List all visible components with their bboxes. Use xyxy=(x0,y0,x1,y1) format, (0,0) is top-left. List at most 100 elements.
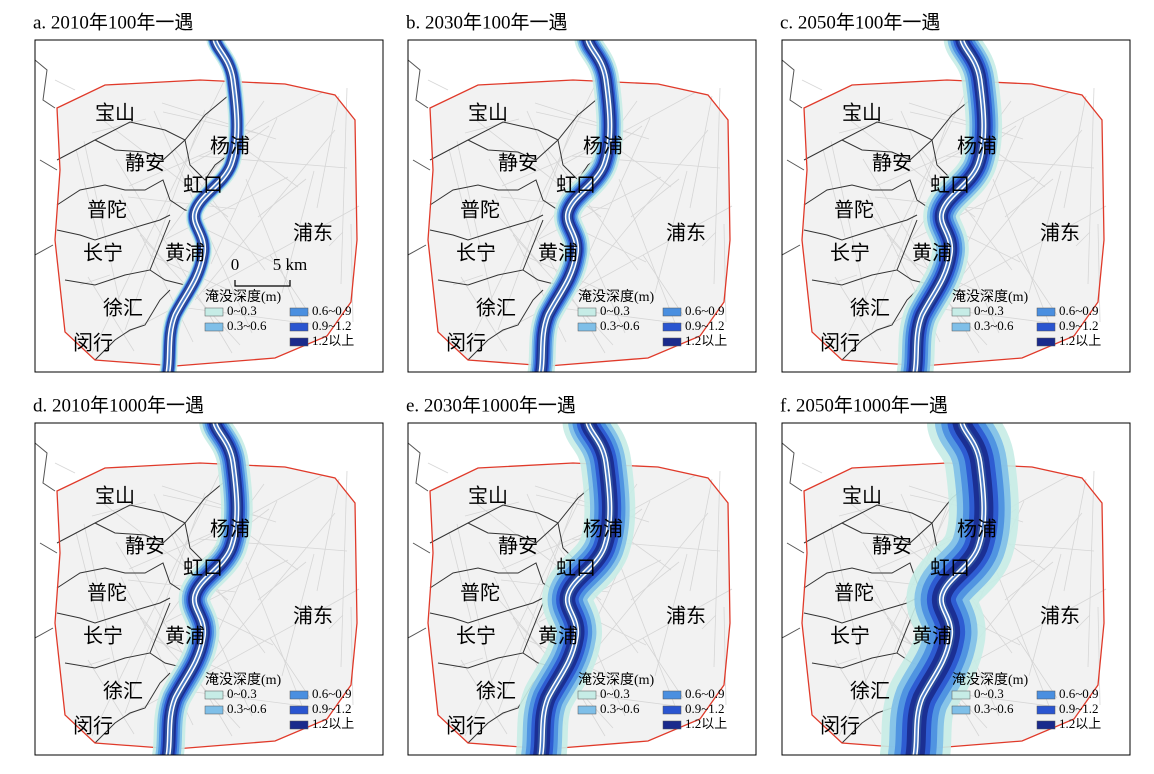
street xyxy=(1016,254,1058,316)
legend-swatch xyxy=(662,720,682,730)
district-label: 静安 xyxy=(872,152,912,175)
street xyxy=(862,158,980,354)
street xyxy=(427,462,449,474)
street xyxy=(563,91,697,165)
legend-swatch xyxy=(204,307,224,317)
street xyxy=(654,553,688,677)
street xyxy=(941,129,1083,301)
street xyxy=(485,584,543,650)
district-label: 黄浦 xyxy=(538,242,578,265)
street xyxy=(128,147,218,187)
map-content xyxy=(408,423,756,755)
street xyxy=(202,588,360,676)
district-boundary xyxy=(94,289,171,361)
district-label: 闵行 xyxy=(73,332,113,355)
district-label: 虹口 xyxy=(930,557,970,580)
district-boundary xyxy=(841,289,918,361)
street xyxy=(83,523,123,697)
map-content xyxy=(408,40,756,372)
map-frame xyxy=(407,422,757,756)
street xyxy=(713,470,721,668)
street xyxy=(949,205,1107,293)
district-label: 静安 xyxy=(872,535,912,558)
street xyxy=(822,531,846,621)
street xyxy=(701,614,717,630)
panel-title: b. 2030年100年一遇 xyxy=(406,11,568,33)
district-label: 闵行 xyxy=(446,332,486,355)
street xyxy=(1004,561,1054,601)
district-label: 虹口 xyxy=(183,557,223,580)
street xyxy=(1075,614,1091,630)
street xyxy=(801,79,823,91)
district-label: 静安 xyxy=(498,535,538,558)
district-label: 虹口 xyxy=(183,174,223,197)
map-content xyxy=(35,423,383,755)
street xyxy=(838,118,894,134)
district-boundary xyxy=(56,562,196,596)
street xyxy=(210,117,278,265)
street xyxy=(501,530,591,570)
river-water xyxy=(167,423,238,755)
street xyxy=(83,140,123,314)
street xyxy=(1063,95,1087,209)
district-label: 浦东 xyxy=(1040,222,1080,245)
street xyxy=(1028,553,1062,677)
street xyxy=(91,501,147,517)
district-label: 长宁 xyxy=(83,625,123,648)
outer-coast xyxy=(408,59,431,256)
map-content xyxy=(782,423,1130,755)
legend-label: 0.6~0.9 xyxy=(312,303,352,318)
legend-swatch xyxy=(289,337,309,347)
district-boundary xyxy=(429,179,569,213)
street xyxy=(75,531,99,621)
legend-swatch xyxy=(951,322,971,332)
street xyxy=(859,201,917,267)
street xyxy=(501,147,591,187)
legend-swatch xyxy=(289,705,309,715)
street xyxy=(689,478,713,592)
street xyxy=(642,637,684,699)
street xyxy=(830,523,870,697)
district-label: 黄浦 xyxy=(538,625,578,648)
street xyxy=(281,553,315,677)
street xyxy=(464,118,520,134)
legend-label: 0.6~0.9 xyxy=(1059,303,1099,318)
street xyxy=(497,109,579,331)
river-water xyxy=(167,40,238,372)
street xyxy=(115,158,233,354)
legend-label: 1.2以上 xyxy=(685,333,727,348)
street xyxy=(427,79,449,91)
legend-label: 0.9~1.2 xyxy=(312,318,352,333)
district-boundary xyxy=(811,219,918,286)
street xyxy=(350,606,354,706)
street xyxy=(245,178,303,324)
outer-coast xyxy=(408,442,431,639)
legend-title: 淹没深度(m) xyxy=(205,289,282,305)
district-boundary xyxy=(94,139,236,181)
legend-label: 0.6~0.9 xyxy=(685,303,725,318)
legend-label: 0~0.3 xyxy=(600,686,630,701)
street xyxy=(448,148,472,238)
legend-swatch xyxy=(1036,720,1056,730)
district-label: 黄浦 xyxy=(912,625,952,648)
street xyxy=(328,614,344,630)
street xyxy=(689,95,713,209)
legend-swatch xyxy=(204,690,224,700)
district-label: 静安 xyxy=(125,152,165,175)
district-boundary xyxy=(56,179,196,213)
street xyxy=(547,149,639,271)
legend-label: 0.3~0.6 xyxy=(974,318,1014,333)
legend-swatch xyxy=(951,705,971,715)
district-label: 杨浦 xyxy=(210,518,250,541)
street xyxy=(1004,178,1054,218)
legend-swatch xyxy=(577,307,597,317)
district-boundary xyxy=(56,597,171,624)
legend-label: 0~0.3 xyxy=(974,686,1004,701)
district-label: 宝山 xyxy=(468,102,508,125)
legend-swatch xyxy=(577,705,597,715)
district-label: 杨浦 xyxy=(210,135,250,158)
legend-label: 1.2以上 xyxy=(312,716,354,731)
